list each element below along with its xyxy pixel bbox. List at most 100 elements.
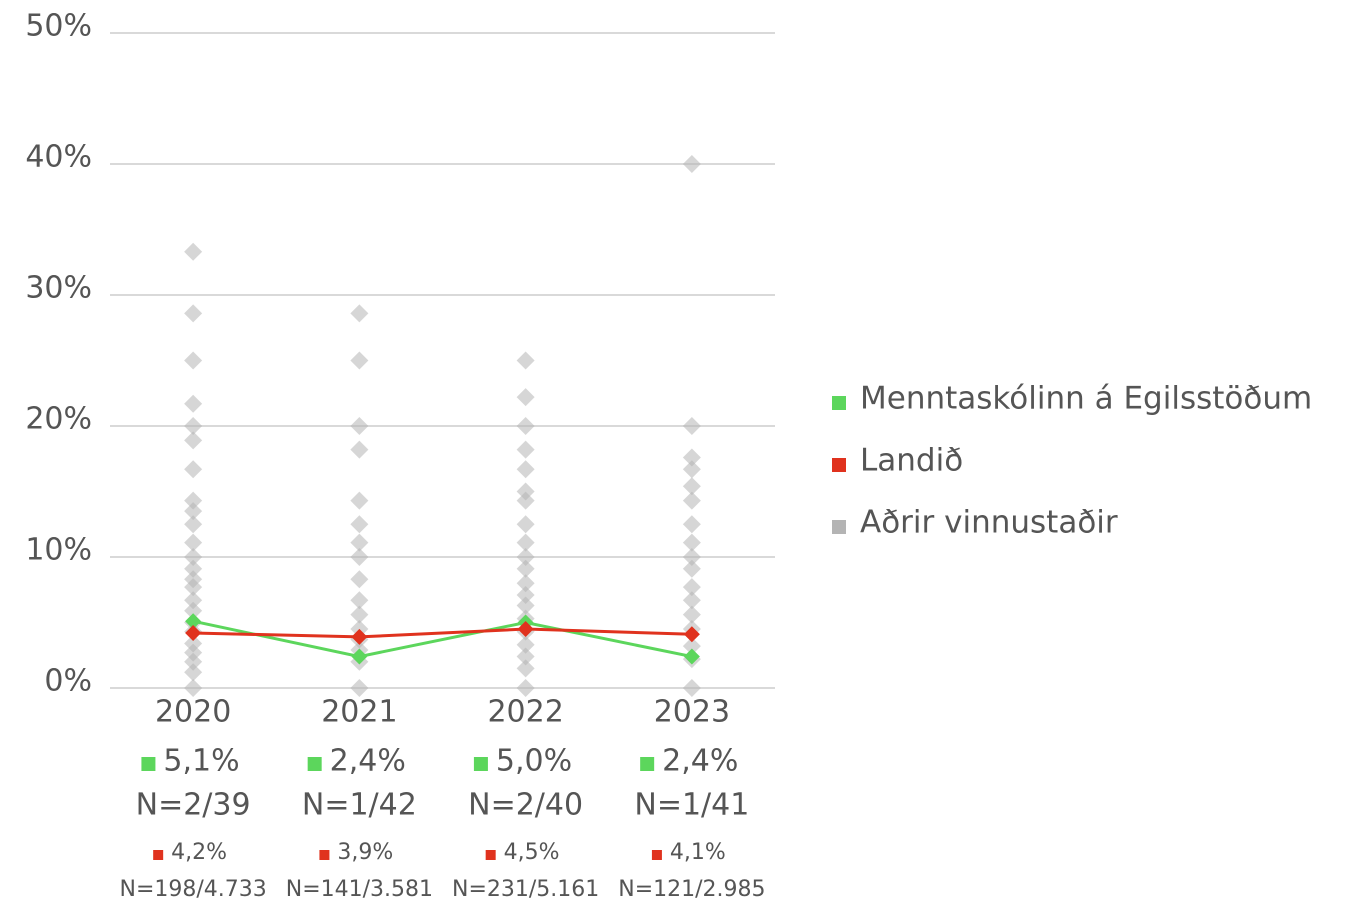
scatter-point: [516, 679, 535, 697]
scatter-point: [682, 548, 701, 566]
scatter-point: [184, 601, 203, 620]
scatter-point: [184, 548, 203, 566]
scatter-point: [682, 679, 701, 697]
y-tick-label: 40%: [25, 140, 92, 175]
scatter-point: [682, 637, 701, 656]
scatter-point: [184, 394, 203, 413]
line-point: [683, 626, 700, 643]
value-label: 5,0%: [496, 744, 572, 779]
scatter-point: [350, 591, 369, 610]
scatter-point: [350, 605, 369, 624]
scatter-point: [350, 515, 369, 534]
scatter-point: [184, 351, 203, 370]
n-label: N=198/4.733: [119, 877, 266, 902]
scatter-point: [516, 559, 535, 578]
scatter-point: [682, 417, 701, 435]
scatter-point: [516, 440, 535, 459]
scatter-point: [516, 596, 535, 615]
y-tick-label: 0%: [44, 664, 92, 699]
x-tick-label: 2022: [487, 695, 563, 730]
legend-label: Aðrir vinnustaðir: [860, 505, 1118, 541]
legend-label: Landið: [860, 443, 963, 479]
scatter-point: [184, 652, 203, 671]
scatter-point: [516, 482, 535, 501]
scatter-point: [184, 502, 203, 521]
scatter-point: [682, 460, 701, 479]
scatter-point: [516, 491, 535, 510]
scatter-point: [516, 460, 535, 479]
n-label: N=2/39: [136, 788, 251, 823]
scatter-point: [184, 242, 203, 261]
line: [192, 619, 693, 659]
scatter-point: [516, 635, 535, 654]
scatter-point: [682, 591, 701, 610]
scatter-point: [184, 578, 203, 597]
x-tick-label: 2021: [321, 695, 397, 730]
x-tick-label: 2020: [155, 695, 231, 730]
value-label-marker: [153, 850, 164, 860]
scatter-point: [184, 663, 203, 682]
scatter-point: [516, 647, 535, 666]
scatter-point: [350, 491, 369, 510]
scatter-point: [682, 491, 701, 510]
legend-label: Menntaskólinn á Egilsstöðum: [860, 381, 1312, 417]
scatter-point: [350, 570, 369, 589]
y-tick-label: 20%: [25, 402, 92, 437]
scatter-point: [682, 605, 701, 624]
legend-marker: [832, 520, 846, 534]
n-label: N=231/5.161: [452, 877, 599, 902]
scatter-point: [682, 515, 701, 534]
scatter-point: [516, 574, 535, 593]
scatter-point: [350, 679, 369, 697]
scatter-point: [516, 351, 535, 370]
line: [193, 627, 692, 639]
scatter-point: [516, 417, 535, 435]
line-point: [185, 613, 202, 630]
scatter-point: [516, 388, 535, 407]
line-point: [351, 628, 368, 645]
value-label: 4,2%: [171, 840, 227, 865]
scatter-point: [184, 634, 203, 653]
scatter-point: [516, 533, 535, 552]
scatter-point: [184, 304, 203, 323]
value-label-marker: [485, 850, 496, 860]
scatter-point: [350, 548, 369, 566]
scatter-point: [350, 304, 369, 323]
value-label: 4,1%: [670, 840, 726, 865]
scatter-point: [184, 491, 203, 510]
value-label-marker: [651, 850, 662, 860]
value-label: 2,4%: [662, 744, 738, 779]
scatter-point: [682, 533, 701, 552]
legend-marker: [832, 458, 846, 472]
line-point: [351, 648, 368, 665]
scatter-point: [516, 515, 535, 534]
scatter-point: [516, 659, 535, 678]
scatter-point: [682, 477, 701, 496]
line-point: [683, 648, 700, 665]
scatter-point: [350, 533, 369, 552]
n-label: N=1/42: [302, 788, 417, 823]
scatter-point: [184, 431, 203, 450]
value-label-marker: [307, 757, 322, 771]
n-label: N=2/40: [468, 788, 583, 823]
value-label: 3,9%: [337, 840, 393, 865]
scatter-point: [184, 679, 203, 697]
scatter-point: [516, 585, 535, 604]
scatter-point: [682, 155, 701, 173]
n-label: N=141/3.581: [286, 877, 433, 902]
line-point: [517, 621, 534, 638]
scatter-point: [682, 578, 701, 597]
y-tick-label: 50%: [25, 9, 92, 44]
scatter-point: [184, 559, 203, 578]
value-label: 2,4%: [330, 744, 406, 779]
scatter-point: [184, 533, 203, 552]
value-label-marker: [319, 850, 330, 860]
y-tick-label: 10%: [25, 533, 92, 568]
value-label: 5,1%: [163, 744, 239, 779]
n-label: N=1/41: [634, 788, 749, 823]
scatter-point: [350, 351, 369, 370]
scatter-point: [184, 460, 203, 479]
scatter-point: [350, 417, 369, 435]
scatter-point: [184, 643, 203, 662]
